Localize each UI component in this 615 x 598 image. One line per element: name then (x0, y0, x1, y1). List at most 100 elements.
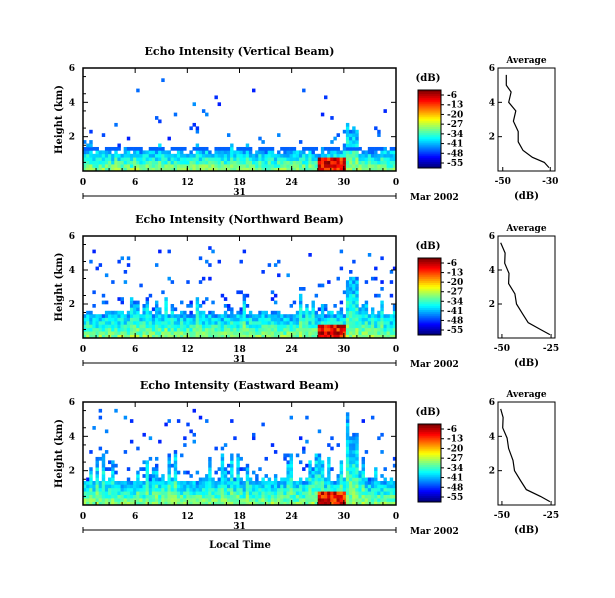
heatmap-cell (352, 304, 356, 308)
heatmap-cell (330, 484, 334, 489)
heatmap-cell (176, 334, 181, 339)
heatmap-cell (211, 249, 215, 254)
heatmap-cell (186, 494, 190, 499)
heatmap-cell (154, 456, 159, 461)
heatmap-cell (370, 153, 375, 158)
heatmap-cell (245, 324, 250, 329)
heatmap-cell (389, 327, 394, 332)
heatmap-cell (145, 331, 150, 335)
heatmap-cell (324, 494, 328, 499)
heatmap-cell (242, 314, 247, 318)
heatmap-cell (164, 157, 168, 161)
heatmap-cell (280, 498, 284, 502)
heatmap-cell (267, 334, 272, 339)
heatmap-cell (173, 324, 178, 329)
heatmap-cell (205, 501, 209, 506)
colorbar-step (418, 154, 441, 157)
heatmap-cell (217, 146, 222, 151)
heatmap-cell (248, 310, 253, 315)
heatmap-cell (239, 491, 243, 495)
heatmap-cell (142, 150, 146, 155)
heatmap-cell (129, 484, 134, 489)
heatmap-cell (261, 324, 265, 329)
heatmap-cell (386, 334, 391, 339)
heatmap-cell (201, 491, 206, 495)
heatmap-cell (349, 446, 353, 451)
heatmap-cell (364, 167, 369, 172)
heatmap-cell (248, 494, 253, 499)
heatmap-cell (239, 307, 243, 312)
heatmap-cell (320, 307, 325, 312)
heatmap-cell (151, 487, 156, 492)
heatmap-cell (95, 334, 99, 339)
heatmap-cell (370, 484, 375, 489)
heatmap-cell (98, 327, 103, 332)
heatmap-cell (374, 498, 378, 502)
colorbar-step (418, 123, 441, 126)
heatmap-cell (192, 157, 196, 161)
heatmap-cell (289, 327, 294, 332)
colorbar-step (418, 304, 441, 307)
heatmap-cell (211, 310, 215, 315)
heatmap-cell (352, 477, 356, 482)
heatmap-cell (370, 501, 375, 506)
heatmap-cell (317, 314, 322, 318)
heatmap-cell (208, 331, 212, 335)
heatmap-cell (173, 307, 178, 312)
heatmap-cell (133, 157, 137, 161)
heatmap-cell (161, 317, 165, 322)
heatmap-cell (380, 314, 384, 318)
heatmap-cell (139, 491, 143, 495)
heatmap-cell (358, 331, 362, 335)
heatmap-cell (317, 470, 322, 475)
heatmap-cell (370, 160, 375, 165)
heatmap-cell (267, 157, 272, 161)
heatmap-cell (352, 310, 356, 315)
heatmap-cell (173, 321, 178, 325)
heatmap-cell (320, 467, 325, 471)
heatmap-cell (302, 501, 306, 506)
heatmap-cell (361, 487, 365, 492)
heatmap-cell (314, 460, 319, 465)
heatmap-cell (192, 164, 196, 168)
heatmap-cell (261, 491, 265, 495)
heatmap-cell (161, 78, 165, 83)
heatmap-cell (342, 146, 347, 151)
heatmap-cell (349, 474, 353, 478)
heatmap-cell (161, 146, 165, 151)
heatmap-cell (308, 317, 312, 322)
heatmap-cell (252, 480, 256, 485)
heatmap-cell (167, 467, 171, 471)
heatmap-cell (286, 487, 290, 492)
heatmap-cell (126, 157, 131, 161)
heatmap-cell (330, 146, 334, 151)
colorbar-tick-label: -6 (447, 425, 457, 435)
heatmap-cell (389, 480, 394, 485)
heatmap-cell (104, 157, 109, 161)
heatmap-cell (295, 167, 300, 172)
heatmap-cell (352, 307, 356, 312)
heatmap-cell (117, 480, 121, 485)
heatmap-cell (180, 321, 184, 325)
heatmap-cell (330, 334, 334, 339)
heatmap-cell (236, 290, 240, 295)
heatmap-cell (117, 167, 121, 172)
heatmap-cell (345, 129, 350, 134)
heatmap-cell (123, 480, 128, 485)
heatmap-cell (226, 463, 231, 468)
heatmap-cell (349, 160, 353, 165)
heatmap-cell (361, 153, 365, 158)
heatmap-cell (361, 310, 365, 315)
heatmap-cell (327, 474, 331, 478)
heatmap-cell (298, 484, 303, 489)
heatmap-cell (126, 256, 131, 261)
heatmap-cell (361, 498, 365, 502)
heatmap-cell (89, 167, 93, 172)
heatmap-cell (214, 487, 218, 492)
heatmap-cell (317, 321, 322, 325)
heatmap-cell (374, 334, 378, 339)
colorbar-step (418, 300, 441, 303)
heatmap-cell (148, 167, 153, 172)
heatmap-cell (95, 167, 99, 172)
